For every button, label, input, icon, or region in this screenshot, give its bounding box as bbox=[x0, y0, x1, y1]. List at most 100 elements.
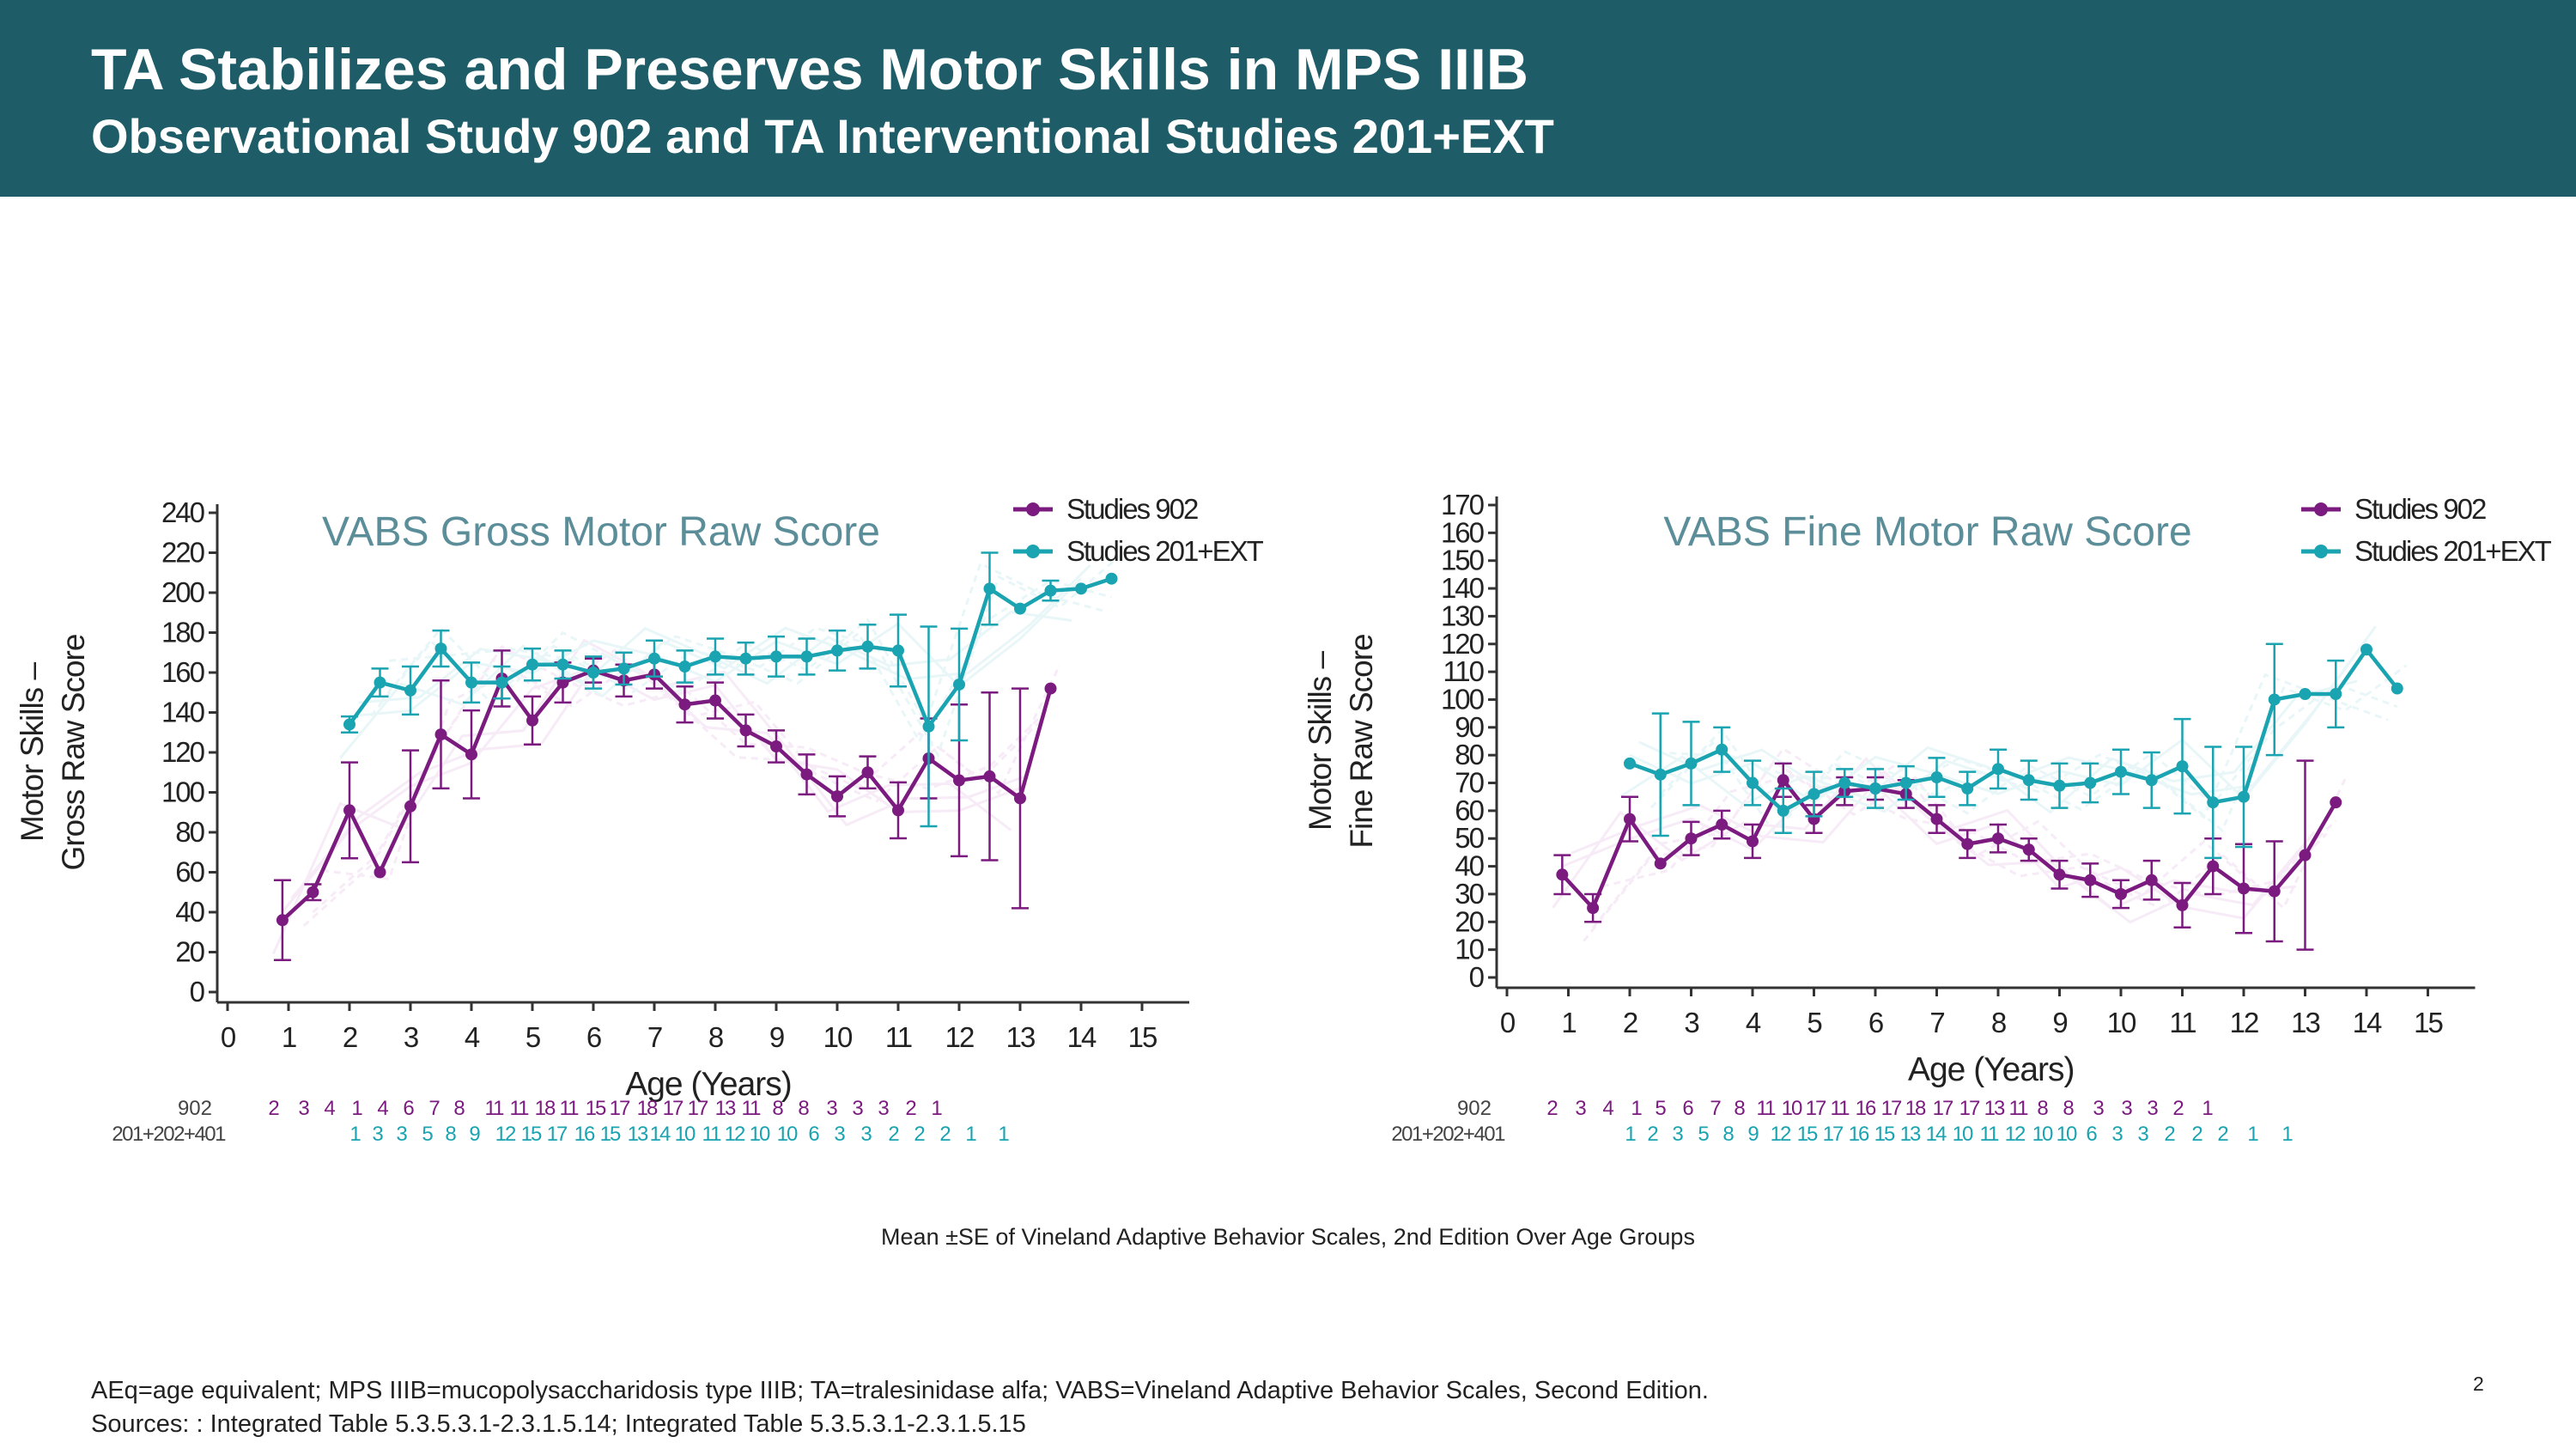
data-point bbox=[526, 714, 538, 727]
data-point bbox=[1807, 788, 1820, 801]
data-point bbox=[2053, 779, 2066, 792]
n-count-201: 15 bbox=[1874, 1123, 1895, 1146]
x-axis-title: Age (Years) bbox=[625, 1066, 792, 1103]
n-count-201: 8 bbox=[445, 1123, 456, 1146]
data-point bbox=[2084, 776, 2097, 789]
n-count-902: 2 bbox=[2172, 1097, 2184, 1120]
y-axis-title: Gross Raw Score bbox=[56, 635, 91, 871]
n-count-201: 5 bbox=[422, 1123, 433, 1146]
y-tick-label: 60 bbox=[1455, 795, 1484, 826]
n-count-201: 17 bbox=[547, 1123, 568, 1146]
n-count-902: 8 bbox=[2063, 1097, 2074, 1120]
n-count-902: 11 bbox=[560, 1097, 580, 1120]
data-point bbox=[2176, 898, 2189, 911]
x-tick-label: 8 bbox=[708, 1021, 723, 1053]
n-count-201: 12 bbox=[495, 1123, 516, 1146]
x-tick-label: 9 bbox=[2052, 1007, 2067, 1038]
data-point bbox=[2238, 882, 2250, 895]
y-tick-label: 20 bbox=[175, 936, 204, 968]
n-count-201: 12 bbox=[2005, 1123, 2026, 1146]
data-point bbox=[307, 886, 319, 898]
n-count-201: 2 bbox=[2217, 1123, 2228, 1146]
n-table-label-201: 201+202+401 bbox=[112, 1123, 226, 1146]
y-tick-label: 50 bbox=[1455, 822, 1484, 854]
y-tick-label: 40 bbox=[1455, 850, 1484, 882]
n-count-201: 3 bbox=[2111, 1123, 2123, 1146]
y-tick-label: 100 bbox=[161, 776, 205, 808]
n-count-902: 17 bbox=[1959, 1097, 1980, 1120]
data-point bbox=[1961, 837, 1974, 850]
data-point bbox=[1961, 782, 1974, 795]
n-count-902: 4 bbox=[377, 1097, 388, 1120]
n-count-201: 12 bbox=[725, 1123, 745, 1146]
x-tick-label: 1 bbox=[282, 1021, 296, 1053]
n-count-201: 1 bbox=[965, 1123, 976, 1146]
n-count-201: 16 bbox=[574, 1123, 595, 1146]
n-count-201: 1 bbox=[2247, 1123, 2258, 1146]
n-count-902: 1 bbox=[931, 1097, 942, 1120]
n-count-902: 2 bbox=[1546, 1097, 1558, 1120]
data-point bbox=[1014, 792, 1026, 805]
n-count-201: 12 bbox=[1771, 1123, 1791, 1146]
data-point bbox=[2022, 843, 2035, 856]
n-count-902: 17 bbox=[688, 1097, 708, 1120]
n-count-201: 3 bbox=[1672, 1123, 1683, 1146]
data-point bbox=[404, 684, 416, 697]
n-count-201: 3 bbox=[372, 1123, 383, 1146]
n-count-201: 3 bbox=[396, 1123, 407, 1146]
data-point bbox=[983, 582, 996, 595]
n-count-201: 1 bbox=[998, 1123, 1009, 1146]
n-count-201: 3 bbox=[834, 1123, 845, 1146]
data-point bbox=[434, 642, 447, 655]
individual-trace bbox=[358, 563, 1091, 704]
n-count-902: 8 bbox=[2037, 1097, 2048, 1120]
series-201-ext bbox=[341, 551, 1118, 828]
n-count-201: 14 bbox=[650, 1123, 671, 1146]
n-count-902: 3 bbox=[298, 1097, 309, 1120]
x-tick-label: 1 bbox=[1561, 1007, 1576, 1038]
title-banner: TA Stabilizes and Preserves Motor Skills… bbox=[0, 0, 2576, 197]
y-tick-label: 0 bbox=[1469, 961, 1485, 993]
data-point bbox=[617, 662, 630, 675]
n-count-902: 13 bbox=[1984, 1097, 2005, 1120]
data-point bbox=[2176, 760, 2189, 773]
n-count-201: 10 bbox=[2032, 1123, 2053, 1146]
n-count-201: 10 bbox=[675, 1123, 696, 1146]
n-count-902: 11 bbox=[742, 1097, 762, 1120]
n-count-902: 11 bbox=[1757, 1097, 1777, 1120]
data-point bbox=[2022, 774, 2035, 787]
n-count-902: 13 bbox=[715, 1097, 736, 1120]
n-count-902: 7 bbox=[1710, 1097, 1721, 1120]
x-tick-label: 3 bbox=[404, 1021, 418, 1053]
data-point bbox=[770, 740, 782, 753]
data-point bbox=[1556, 868, 1569, 881]
individual-traces bbox=[271, 554, 1122, 954]
data-point bbox=[1624, 757, 1636, 770]
n-count-201: 15 bbox=[521, 1123, 542, 1146]
data-point bbox=[2115, 887, 2127, 900]
x-tick-label: 13 bbox=[1006, 1021, 1035, 1053]
n-count-902: 3 bbox=[1575, 1097, 1586, 1120]
y-tick-label: 0 bbox=[190, 976, 205, 1008]
x-tick-label: 13 bbox=[2291, 1007, 2319, 1038]
data-point bbox=[1716, 743, 1728, 756]
data-point bbox=[831, 644, 843, 657]
data-point bbox=[495, 676, 508, 689]
n-table-label-201: 201+202+401 bbox=[1391, 1123, 1505, 1146]
data-point bbox=[861, 640, 874, 653]
x-tick-label: 5 bbox=[526, 1021, 540, 1053]
individual-trace bbox=[290, 652, 1030, 899]
n-count-902: 2 bbox=[268, 1097, 279, 1120]
data-point bbox=[1747, 776, 1759, 789]
data-point bbox=[1930, 771, 1943, 784]
n-count-902: 17 bbox=[1933, 1097, 1953, 1120]
fine-motor-chart: 0102030405060708090100110120130140150160… bbox=[1303, 489, 2554, 1146]
legend-swatch-marker bbox=[2314, 502, 2328, 516]
y-tick-label: 170 bbox=[1441, 489, 1485, 521]
data-point bbox=[1869, 782, 1881, 795]
n-count-201: 10 bbox=[750, 1123, 770, 1146]
x-tick-label: 4 bbox=[465, 1021, 480, 1053]
x-tick-label: 2 bbox=[1623, 1007, 1637, 1038]
data-point bbox=[1716, 819, 1728, 831]
